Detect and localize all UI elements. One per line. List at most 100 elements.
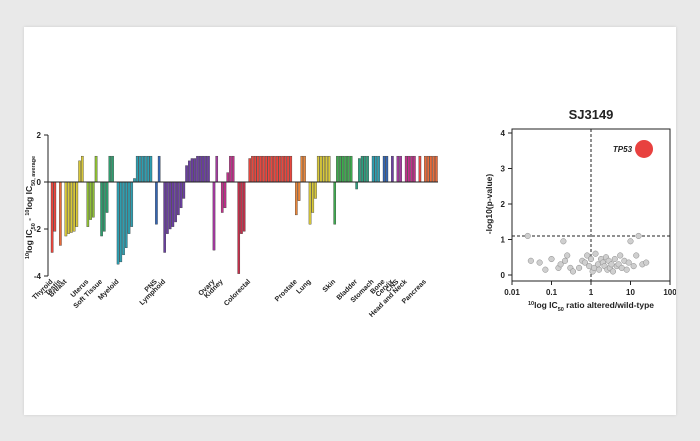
scatter-point <box>564 252 571 259</box>
scatter-point <box>623 266 630 273</box>
bar <box>86 181 90 227</box>
bar <box>220 181 224 213</box>
bar <box>179 181 183 209</box>
bar <box>59 181 62 246</box>
bar <box>223 181 227 209</box>
bar <box>429 155 433 183</box>
y-tick-label: 4 <box>501 129 506 138</box>
bar <box>336 155 339 183</box>
bar <box>404 155 408 183</box>
scatter-point <box>609 268 617 275</box>
bar <box>286 155 290 183</box>
bar <box>103 181 106 232</box>
bar <box>284 155 287 183</box>
scatter-point <box>584 252 591 259</box>
bar <box>215 155 219 183</box>
bar <box>262 155 265 183</box>
bar <box>207 155 210 183</box>
bar <box>297 181 301 201</box>
bar <box>248 158 252 183</box>
scatter-point <box>561 257 569 264</box>
bar <box>50 181 54 253</box>
scatter-points: TP53 <box>524 139 654 275</box>
bar <box>75 181 79 227</box>
bar <box>391 155 394 183</box>
scatter-point <box>643 259 650 266</box>
scatter-point <box>617 252 624 259</box>
bar <box>418 155 422 183</box>
bar <box>141 155 144 183</box>
bar <box>67 181 70 234</box>
bar <box>53 181 57 232</box>
scatter-y-ticks: 0 1 2 3 4 <box>501 129 512 280</box>
x-tick-label: 10 <box>626 288 635 297</box>
bar <box>270 155 273 183</box>
scatter-point <box>527 257 534 264</box>
scatter-threshold-lines <box>512 129 670 281</box>
bar <box>289 155 293 183</box>
y-tick-label: 0 <box>501 271 506 280</box>
bar <box>303 155 306 183</box>
y-tick-label: 2 <box>501 200 506 209</box>
x-tick-label: 0.01 <box>504 288 520 297</box>
scatter-point <box>587 255 595 263</box>
bar <box>89 181 92 220</box>
bar <box>374 155 378 183</box>
bar <box>163 181 166 253</box>
scatter-point <box>596 266 603 273</box>
scatter-x-ticks: 0.01 0.1 1 10 100 <box>504 281 677 297</box>
bar <box>108 155 112 183</box>
bar <box>278 155 282 183</box>
scatter-point <box>592 250 599 257</box>
bar <box>251 155 254 183</box>
bar <box>78 160 81 183</box>
figure-panel: 2 0 -2 -4 Thyroid Testis Breast Uterus Soft Tis… <box>24 27 677 415</box>
bar <box>435 155 438 183</box>
bar <box>204 155 208 183</box>
bar <box>308 181 312 225</box>
scatter-point <box>576 264 583 271</box>
bar <box>130 181 134 227</box>
bar <box>410 155 413 183</box>
bar <box>212 181 216 251</box>
scatter-point <box>630 263 637 270</box>
bar <box>171 181 175 227</box>
bar <box>396 155 400 183</box>
bar <box>333 181 337 225</box>
scatter-point <box>524 232 531 239</box>
bar <box>322 155 326 183</box>
bar <box>327 155 331 183</box>
highlight-point <box>635 139 654 158</box>
bar <box>325 155 328 183</box>
bar-series-group <box>50 155 438 274</box>
bar <box>135 155 139 183</box>
bar <box>300 155 304 183</box>
scatter-point <box>633 252 640 259</box>
scatter-point <box>608 261 615 268</box>
y-tick-label: 0 <box>37 178 42 187</box>
y-tick-label: -2 <box>34 225 42 234</box>
scatter-point <box>581 259 588 266</box>
bar <box>138 155 142 183</box>
bar <box>344 155 347 183</box>
bar <box>281 155 284 183</box>
bar <box>133 178 136 183</box>
bar <box>385 155 389 183</box>
bar <box>377 155 380 183</box>
bar <box>338 155 342 183</box>
bar <box>100 181 103 237</box>
y-tick-label: 2 <box>37 131 42 140</box>
bar <box>267 155 271 183</box>
bar <box>399 155 402 183</box>
bar <box>124 181 128 248</box>
bar <box>155 181 158 225</box>
bar <box>319 155 323 183</box>
bar <box>311 181 315 213</box>
bar <box>256 155 260 183</box>
bar <box>358 158 361 183</box>
bar <box>240 181 243 234</box>
bar <box>201 155 205 183</box>
scatter-chart: SJ3149 TP53 0.01 0.1 1 10 100 0 1 2 3 4 -log10(p… <box>484 107 677 313</box>
scatter-point <box>542 266 549 273</box>
